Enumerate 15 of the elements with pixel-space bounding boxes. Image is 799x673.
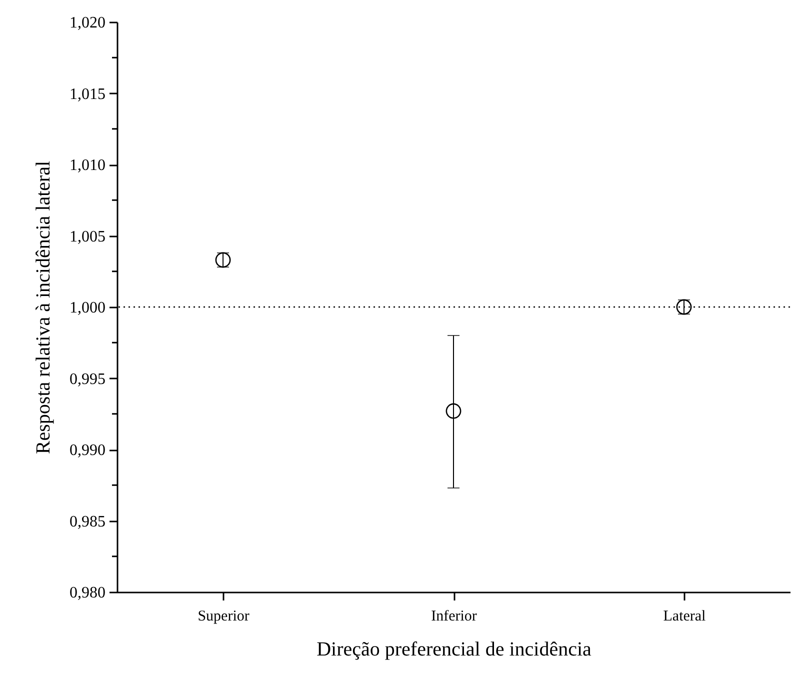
y-tick-label: 0,980	[70, 584, 106, 602]
y-tick-label: 1,000	[70, 300, 106, 316]
y-tick-label: 1,020	[70, 14, 106, 32]
x-axis-title: Direção preferencial de incidência	[316, 638, 592, 660]
x-tick-label: Inferior	[431, 608, 477, 624]
y-tick-label: 0,995	[70, 370, 106, 388]
x-tick-label: Lateral	[663, 608, 706, 624]
y-tick-label: 1,005	[70, 228, 106, 246]
x-tick-label: Superior	[198, 608, 250, 624]
y-axis-title: Resposta relativa à incidência lateral	[32, 160, 54, 454]
y-tick-label: 0,985	[70, 513, 106, 530]
point	[446, 403, 462, 419]
y-tick-label: 0,990	[70, 442, 106, 459]
y-tick-label: 1,015	[70, 86, 106, 103]
y-tick-label: 1,010	[70, 157, 106, 174]
